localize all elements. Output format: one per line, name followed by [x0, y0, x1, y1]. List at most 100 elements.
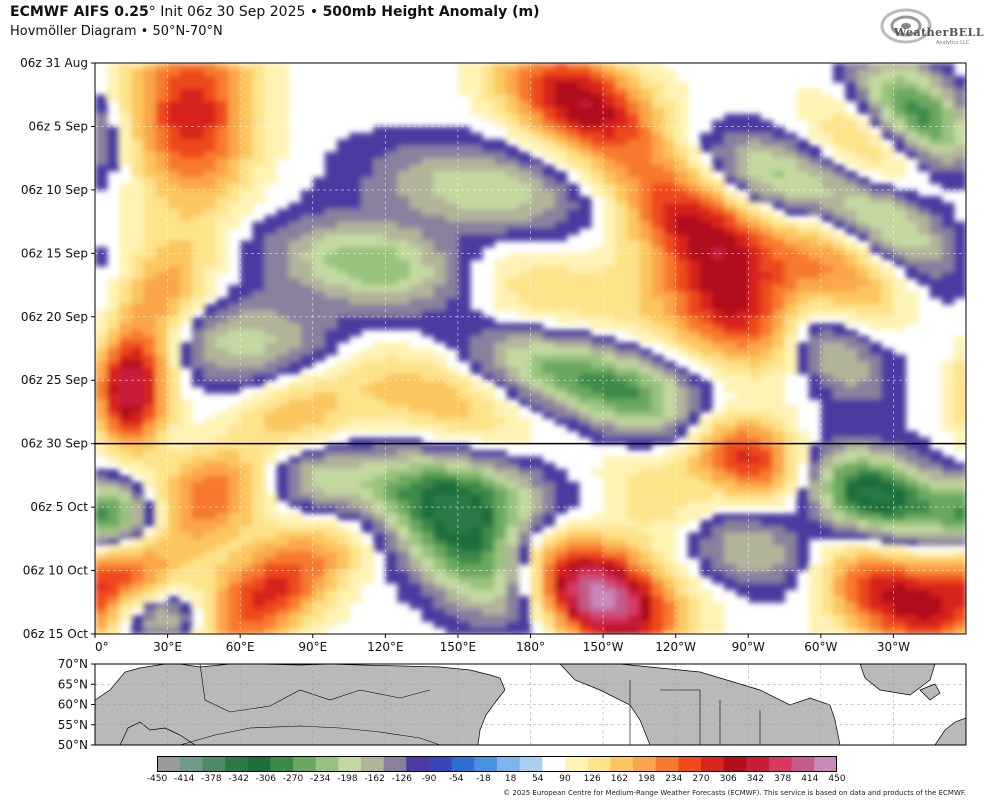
- anomaly-cell: [832, 494, 846, 502]
- anomaly-cell: [869, 456, 882, 464]
- anomaly-cell: [470, 399, 483, 407]
- anomaly-cell: [893, 411, 907, 419]
- anomaly-cell: [651, 418, 665, 426]
- anomaly-cell: [445, 475, 459, 483]
- anomaly-cell: [881, 189, 894, 197]
- anomaly-cell: [845, 158, 858, 166]
- anomaly-cell: [808, 177, 822, 185]
- anomaly-cell: [433, 532, 447, 540]
- anomaly-cell: [712, 221, 725, 229]
- anomaly-cell: [663, 424, 677, 432]
- anomaly-cell: [893, 69, 907, 77]
- anomaly-cell: [917, 126, 931, 134]
- anomaly-cell: [482, 69, 495, 77]
- anomaly-cell: [373, 247, 386, 254]
- anomaly-cell: [385, 399, 398, 407]
- anomaly-cell: [857, 272, 870, 280]
- anomaly-cell: [566, 519, 580, 527]
- anomaly-cell: [530, 278, 544, 286]
- anomaly-cell: [603, 570, 616, 578]
- anomaly-cell: [361, 411, 374, 419]
- anomaly-cell: [506, 437, 519, 445]
- anomaly-cell: [699, 164, 713, 172]
- anomaly-cell: [216, 481, 229, 489]
- anomaly-cell: [228, 348, 241, 356]
- anomaly-cell: [651, 373, 665, 381]
- anomaly-cell: [724, 272, 737, 280]
- anomaly-cell: [421, 323, 435, 330]
- anomaly-cell: [808, 519, 822, 527]
- anomaly-cell: [820, 469, 834, 476]
- anomaly-cell: [724, 570, 737, 578]
- anomaly-cell: [881, 564, 894, 572]
- anomaly-cell: [276, 113, 290, 121]
- anomaly-cell: [941, 151, 955, 159]
- anomaly-cell: [772, 380, 786, 388]
- anomaly-cell: [615, 532, 628, 540]
- anomaly-cell: [603, 221, 616, 229]
- anomaly-cell: [772, 158, 786, 166]
- anomaly-cell: [276, 545, 290, 553]
- anomaly-cell: [312, 342, 326, 350]
- anomaly-cell: [252, 158, 265, 166]
- anomaly-cell: [349, 310, 362, 318]
- anomaly-cell: [179, 354, 193, 362]
- anomaly-cell: [820, 373, 834, 381]
- anomaly-cell: [639, 208, 653, 216]
- anomaly-cell: [530, 196, 544, 204]
- anomaly-cell: [252, 196, 265, 204]
- anomaly-cell: [155, 469, 169, 476]
- anomaly-cell: [929, 272, 943, 280]
- anomaly-cell: [470, 234, 483, 242]
- anomaly-cell: [470, 367, 483, 375]
- anomaly-cell: [748, 431, 761, 438]
- anomaly-cell: [421, 348, 435, 356]
- anomaly-cell: [651, 488, 665, 495]
- anomaly-cell: [905, 234, 919, 242]
- anomaly-cell: [845, 526, 858, 533]
- anomaly-cell: [530, 88, 544, 96]
- anomaly-cell: [651, 329, 665, 337]
- anomaly-cell: [615, 297, 628, 305]
- anomaly-cell: [349, 437, 362, 445]
- anomaly-cell: [639, 170, 653, 178]
- anomaly-cell: [191, 139, 205, 146]
- anomaly-cell: [143, 551, 157, 559]
- anomaly-cell: [953, 361, 966, 369]
- anomaly-cell: [578, 266, 592, 273]
- anomaly-cell: [591, 545, 604, 553]
- anomaly-cell: [264, 443, 278, 451]
- anomaly-cell: [252, 576, 265, 584]
- anomaly-cell: [445, 551, 459, 559]
- anomaly-cell: [409, 316, 423, 324]
- anomaly-cell: [119, 367, 132, 375]
- anomaly-cell: [748, 272, 761, 280]
- anomaly-cell: [216, 488, 229, 495]
- anomaly-cell: [385, 202, 398, 210]
- anomaly-cell: [929, 469, 943, 476]
- anomaly-cell: [264, 304, 278, 311]
- anomaly-cell: [881, 63, 894, 70]
- anomaly-cell: [506, 564, 519, 572]
- anomaly-cell: [699, 215, 713, 223]
- anomaly-cell: [300, 386, 314, 394]
- anomaly-cell: [724, 399, 737, 407]
- anomaly-cell: [518, 526, 532, 533]
- anomaly-cell: [712, 570, 725, 578]
- anomaly-cell: [687, 329, 701, 337]
- anomaly-cell: [155, 94, 169, 102]
- anomaly-cell: [796, 291, 810, 299]
- anomaly-cell: [276, 532, 290, 540]
- anomaly-cell: [639, 158, 653, 166]
- anomaly-cell: [651, 526, 665, 533]
- anomaly-cell: [264, 228, 278, 235]
- anomaly-cell: [349, 411, 362, 419]
- anomaly-cell: [615, 405, 628, 413]
- anomaly-cell: [699, 418, 713, 426]
- anomaly-cell: [155, 63, 169, 70]
- anomaly-cell: [373, 526, 386, 533]
- anomaly-cell: [929, 75, 943, 83]
- anomaly-cell: [832, 373, 846, 381]
- anomaly-cell: [361, 488, 374, 495]
- anomaly-cell: [300, 469, 314, 476]
